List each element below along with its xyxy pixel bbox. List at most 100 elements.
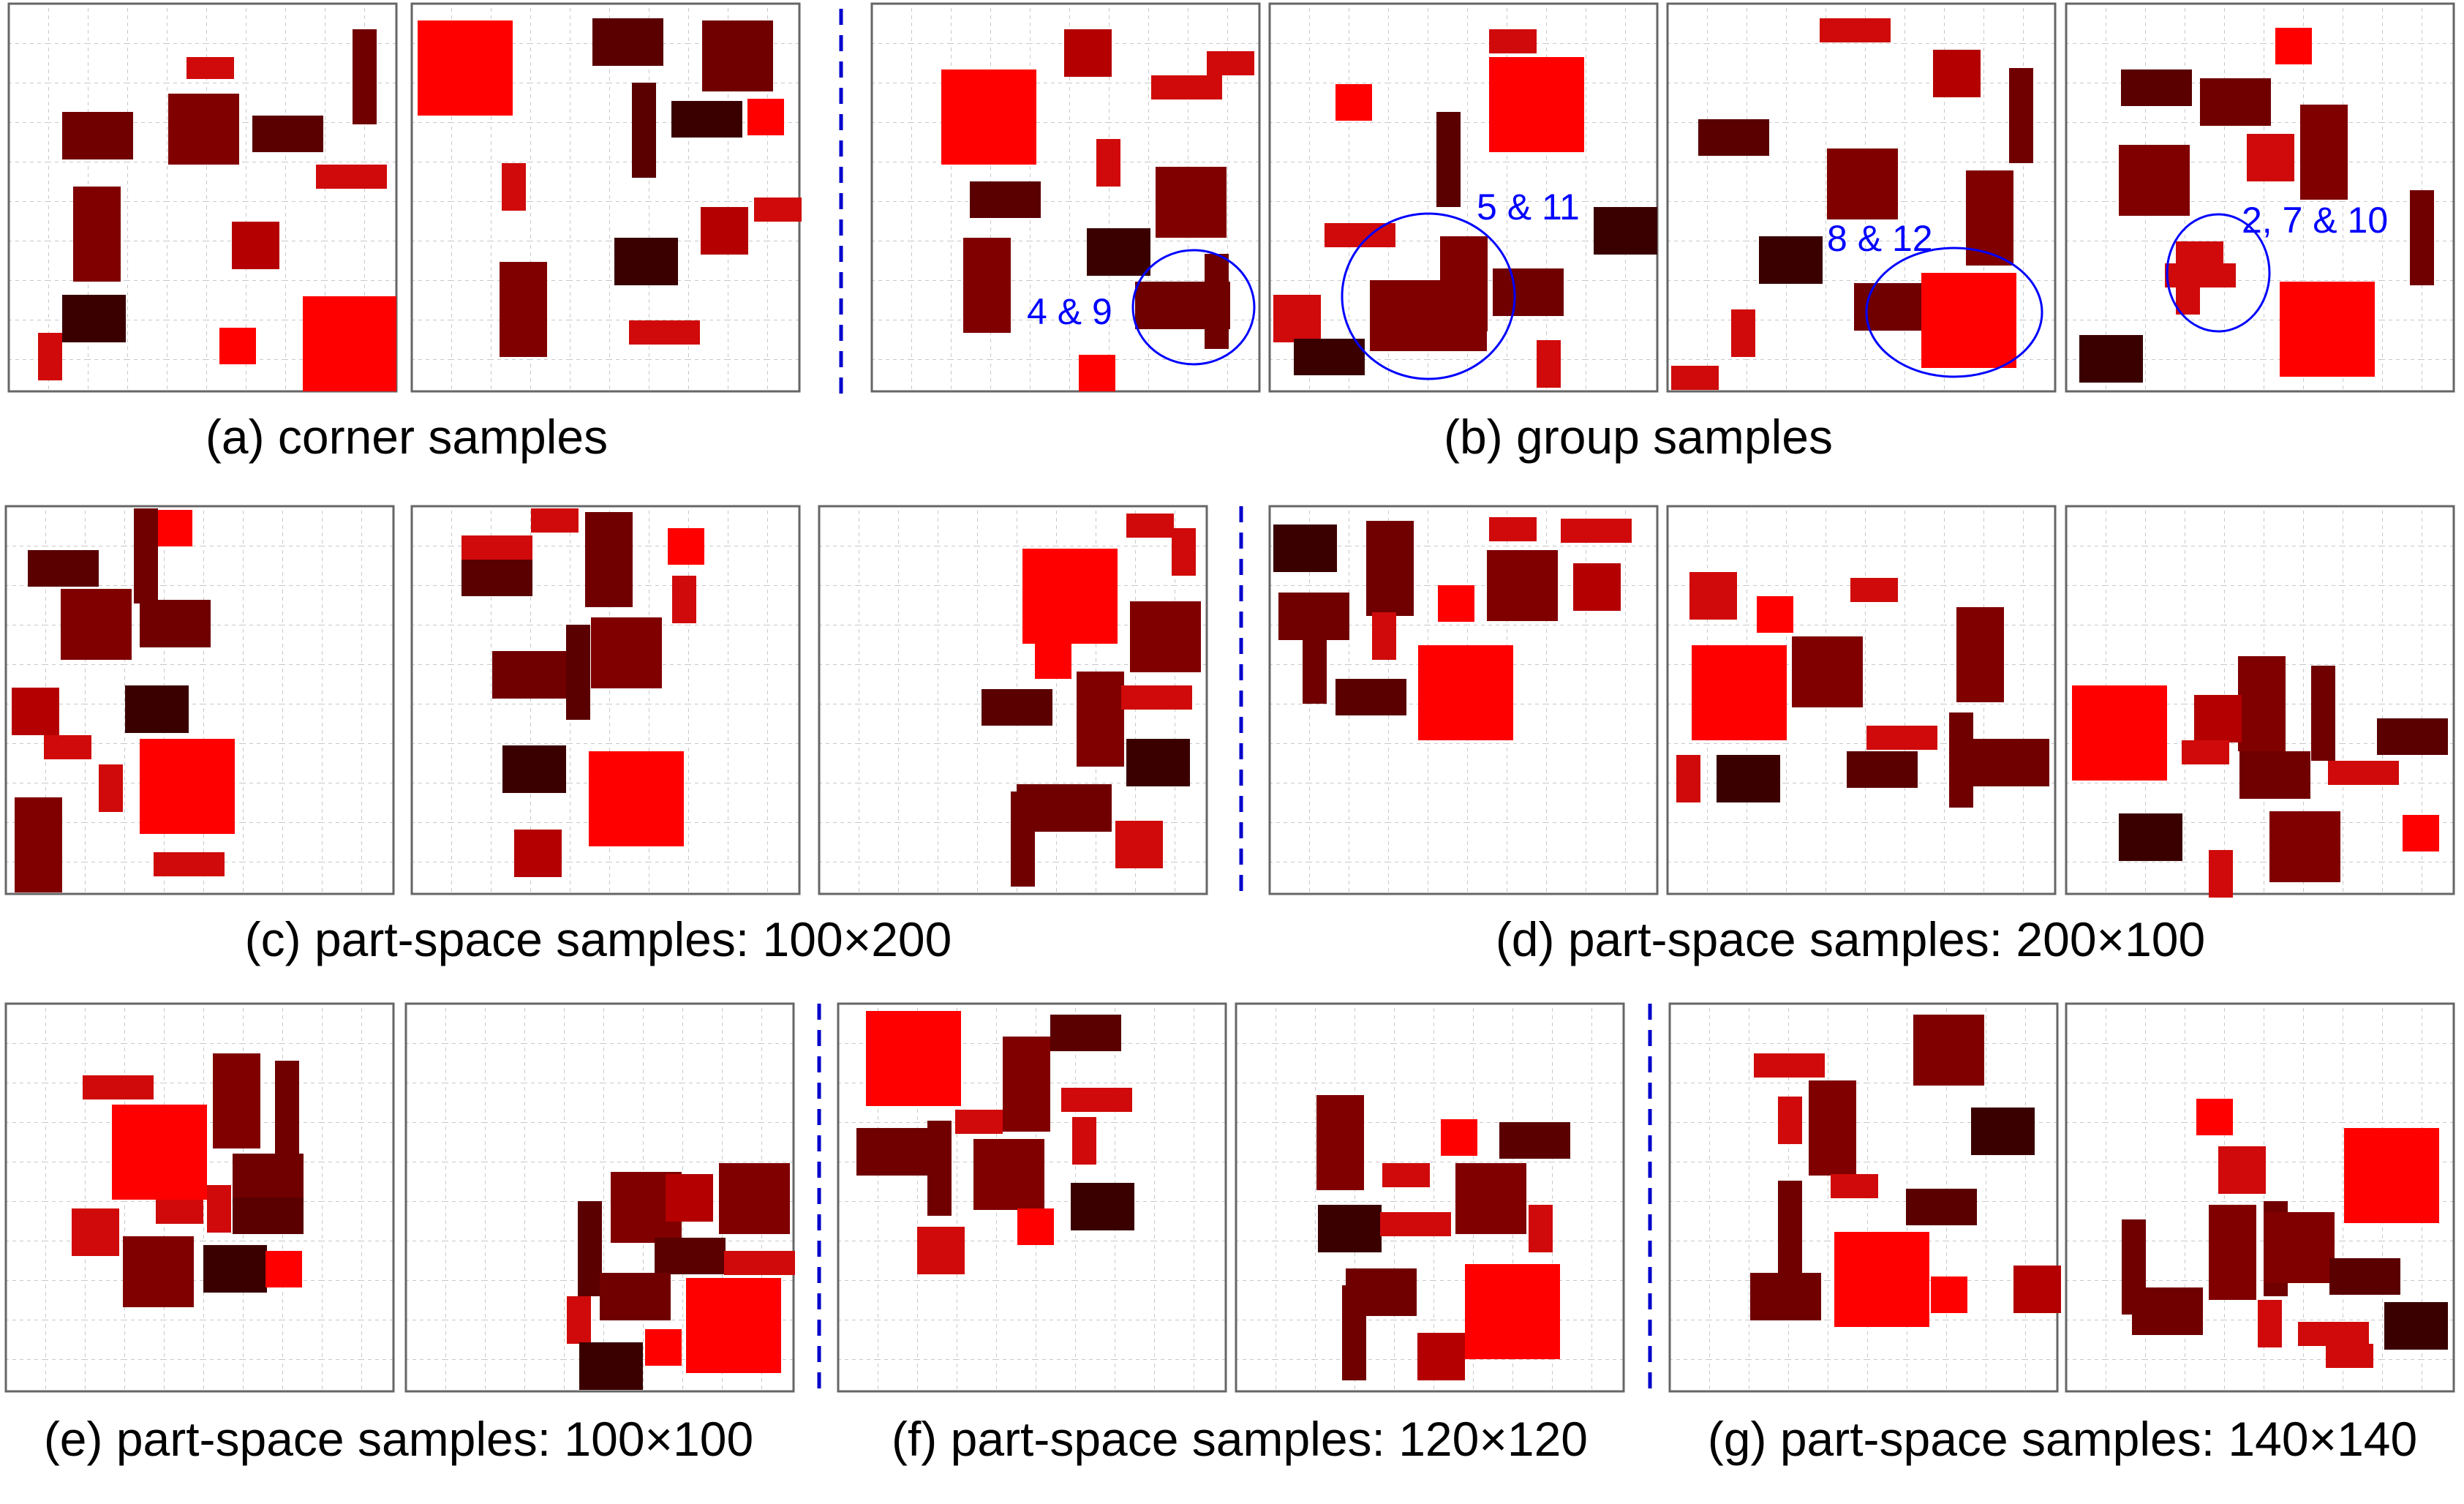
- rectangle: [1759, 236, 1823, 284]
- caption-d: (d) part-space samples: 200×100: [1496, 912, 2205, 966]
- rectangle: [1809, 1080, 1856, 1176]
- rectangle: [1731, 309, 1755, 357]
- rectangle: [316, 165, 387, 189]
- rectangle: [1971, 1108, 2035, 1155]
- panel-d3: [2065, 505, 2455, 898]
- rectangle: [589, 751, 684, 846]
- rectangle: [1906, 1189, 1977, 1225]
- rectangle: [353, 29, 377, 124]
- rectangle: [1831, 1174, 1878, 1198]
- rectangle: [15, 797, 62, 892]
- rectangle: [1778, 1181, 1802, 1276]
- rectangle: [1436, 112, 1461, 207]
- rectangle: [672, 576, 696, 623]
- rectangle: [1465, 1264, 1560, 1359]
- rectangle: [1493, 268, 1564, 316]
- rectangle: [1489, 517, 1537, 541]
- group-circle: [2166, 213, 2271, 333]
- rectangle: [2132, 1287, 2203, 1335]
- rectangle: [418, 20, 513, 116]
- rectangle: [1316, 1095, 1364, 1190]
- rectangle: [2182, 740, 2229, 764]
- rectangle: [461, 535, 532, 560]
- rectangle: [99, 764, 123, 812]
- rectangle: [1325, 223, 1395, 247]
- rectangle: [747, 99, 784, 135]
- rectangle: [614, 238, 678, 285]
- rectangle: [514, 830, 562, 877]
- rectangle: [1455, 1163, 1526, 1234]
- rectangle: [275, 1061, 299, 1156]
- panel-f1: [837, 1002, 1227, 1393]
- panel-c3: [818, 505, 1208, 895]
- rectangle: [44, 735, 91, 759]
- rectangle: [1487, 550, 1558, 621]
- rectangle: [724, 1251, 795, 1275]
- rectangle: [500, 262, 547, 357]
- rectangle: [2238, 656, 2286, 751]
- group-label: 5 & 11: [1477, 187, 1580, 228]
- rectangle: [1417, 1333, 1465, 1380]
- rectangle: [1854, 283, 1925, 331]
- rectangle: [591, 617, 662, 688]
- rectangle: [2165, 263, 2236, 287]
- panel-c1: [4, 505, 395, 895]
- rectangle: [1380, 1212, 1451, 1236]
- rectangle: [502, 745, 566, 793]
- rectangle: [1594, 207, 1657, 255]
- caption-c: (c) part-space samples: 100×200: [245, 912, 952, 966]
- panel-e1: [4, 1002, 395, 1393]
- caption-g: (g) part-space samples: 140×140: [1708, 1412, 2417, 1466]
- rectangle: [1072, 1117, 1096, 1165]
- rectangle: [140, 600, 211, 647]
- rectangle: [1438, 585, 1474, 622]
- rectangle: [1061, 1088, 1132, 1112]
- panel-f2: [1235, 1002, 1625, 1393]
- panel-a2: [410, 2, 802, 393]
- rectangle: [1573, 563, 1621, 611]
- rectangle: [2328, 761, 2399, 785]
- rectangle: [927, 1121, 952, 1216]
- rectangle: [156, 510, 192, 546]
- rectangle: [1847, 751, 1918, 788]
- rectangle: [1956, 607, 2004, 702]
- rectangle: [917, 1227, 965, 1274]
- panel-b1: 4 & 9: [870, 2, 1261, 393]
- rectangle: [1172, 528, 1196, 576]
- rectangle: [2239, 751, 2310, 799]
- panel-b3: 8 & 12: [1666, 2, 2057, 393]
- rectangle: [125, 685, 189, 733]
- rectangle: [2009, 68, 2033, 163]
- rectangle: [1318, 1205, 1382, 1252]
- rectangle: [719, 1163, 790, 1234]
- caption-e: (e) part-space samples: 100×100: [44, 1412, 753, 1466]
- rectangle: [2384, 1302, 2448, 1350]
- rectangle: [941, 69, 1036, 165]
- rectangle: [123, 1236, 194, 1307]
- caption-f: (f) part-space samples: 120×120: [892, 1412, 1588, 1466]
- rectangle: [632, 83, 656, 178]
- rectangle: [83, 1075, 154, 1099]
- rectangle: [963, 238, 1011, 333]
- rectangle: [2377, 718, 2448, 755]
- rectangle: [1820, 18, 1891, 42]
- rectangle: [1418, 645, 1513, 740]
- rectangle: [655, 1238, 726, 1274]
- rectangle: [702, 20, 773, 91]
- rectangle: [2119, 145, 2190, 216]
- rectangle: [1156, 167, 1227, 238]
- rectangle: [1071, 1183, 1134, 1230]
- rectangle: [73, 187, 121, 282]
- rectangle: [2121, 69, 2192, 106]
- rectangle: [1676, 755, 1700, 802]
- rectangle: [2410, 190, 2434, 285]
- rectangle: [1335, 84, 1372, 121]
- rectangle: [578, 1201, 602, 1296]
- rectangle: [1011, 792, 1035, 887]
- rectangle: [1671, 366, 1719, 390]
- rectangle: [203, 1245, 267, 1293]
- rectangle: [219, 328, 256, 364]
- rectangle: [1121, 685, 1192, 710]
- rectangle: [982, 689, 1052, 726]
- rectangle: [1294, 339, 1365, 375]
